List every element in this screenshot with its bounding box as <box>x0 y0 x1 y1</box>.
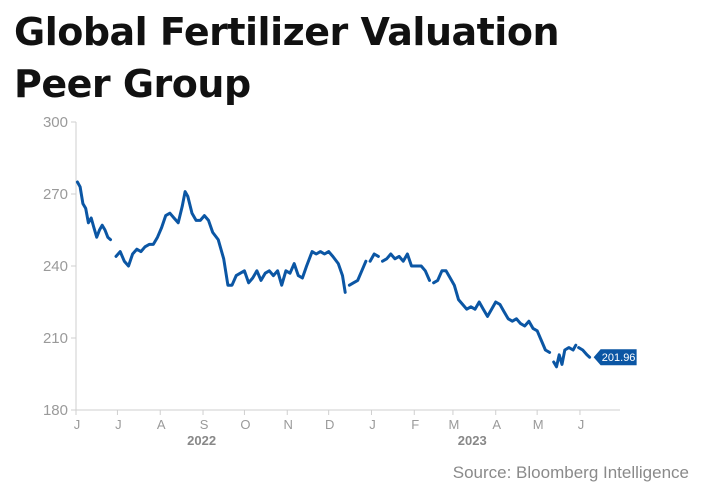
chart-title-line-2: Peer Group <box>14 62 251 106</box>
x-tick-label: M <box>449 417 460 432</box>
y-tick-label: 210 <box>43 330 68 347</box>
x-year-label: 2023 <box>458 433 487 448</box>
x-tick-label: S <box>200 417 209 432</box>
y-tick-label: 240 <box>43 258 68 275</box>
chart-title-line-1: Global Fertilizer Valuation <box>14 10 560 54</box>
y-tick-label: 300 <box>43 114 68 131</box>
x-tick-label: F <box>411 417 419 432</box>
x-tick-label: J <box>74 417 81 432</box>
x-tick-label: N <box>284 417 293 432</box>
x-tick-label: D <box>325 417 334 432</box>
series-line <box>75 180 592 369</box>
last-value-badge <box>593 349 637 366</box>
x-tick-label: J <box>578 417 585 432</box>
x-tick-label: A <box>492 417 501 432</box>
chart-title: Global Fertilizer Valuation Peer Group <box>14 6 694 110</box>
y-tick-label: 180 <box>43 402 68 419</box>
x-tick-label: J <box>369 417 376 432</box>
x-tick-label: M <box>533 417 544 432</box>
last-value-label: 201.96 <box>602 352 636 364</box>
x-tick-label: O <box>240 417 250 432</box>
x-tick-label: A <box>157 417 166 432</box>
chart-source: Source: Bloomberg Intelligence <box>452 463 689 482</box>
y-tick-label: 270 <box>43 186 68 203</box>
x-tick-label: J <box>115 417 122 432</box>
x-year-label: 2022 <box>187 433 216 448</box>
